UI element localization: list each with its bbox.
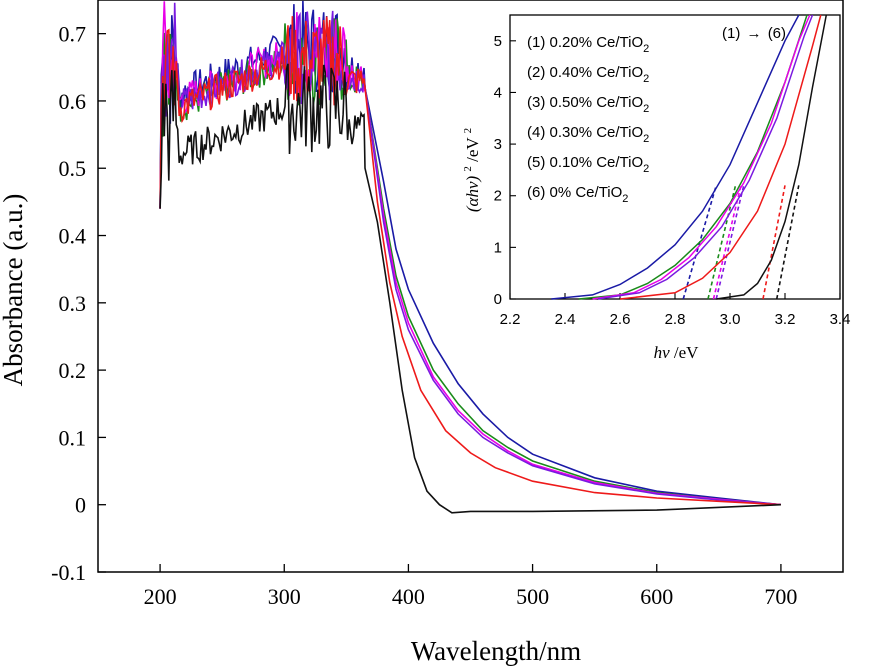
inset-x-title-unit: /eV [674, 343, 699, 362]
legend-label: 0.40% Ce/TiO [550, 64, 644, 81]
legend-subscript: 2 [622, 193, 628, 205]
y-tick-label: 0.5 [59, 156, 87, 181]
legend-label: 0% Ce/TiO [550, 184, 623, 201]
tauc-tangent-3 [712, 185, 742, 300]
tauc-series-2 [578, 14, 808, 300]
y-tick-label: 0.4 [59, 224, 87, 249]
main-axis-ticks: 200 300 400 500 600 700 -0.1 0 0.1 0.2 0.3 0.4 0.5 0.… [51, 22, 797, 609]
inset-y-title-sup: 2 [462, 166, 474, 172]
legend-number: (3) [527, 94, 550, 111]
inset-y-tick-label: 3 [494, 136, 502, 153]
inset-x-tick-label: 3.4 [830, 311, 851, 328]
inset-legend: (1) 0.20% Ce/TiO2(2) 0.40% Ce/TiO2(3) 0.… [527, 34, 649, 205]
legend-entry-4: (4) 0.30% Ce/TiO2 [527, 124, 649, 145]
inset-x-tick-label: 2.6 [610, 311, 631, 328]
tauc-tangent-4 [715, 185, 745, 300]
x-tick-label: 500 [516, 584, 549, 609]
x-tick-label: 300 [268, 584, 301, 609]
inset-y-tick-label: 1 [494, 239, 502, 256]
inset-y-tick-label: 4 [494, 84, 502, 101]
inset-annotation: (1) → (6) [722, 25, 786, 42]
y-tick-label: 0.1 [59, 425, 87, 450]
legend-number: (6) [527, 184, 550, 201]
legend-label: 0.50% Ce/TiO [550, 94, 644, 111]
legend-number: (2) [527, 64, 550, 81]
y-tick-label: 0.2 [59, 358, 87, 383]
inset-x-tick-label: 2.2 [500, 311, 521, 328]
annotation-arrow: → [747, 25, 762, 42]
tauc-tangent-5 [762, 185, 786, 300]
y-tick-label: 0 [75, 493, 86, 518]
main-plot-frame [97, 0, 844, 573]
legend-label: 0.30% Ce/TiO [550, 124, 644, 141]
inset-x-tick-label: 3.0 [720, 311, 741, 328]
main-y-axis-title: Absorbance (a.u.) [0, 194, 28, 387]
annotation-left: (1) [722, 25, 740, 42]
legend-entry-2: (2) 0.40% Ce/TiO2 [527, 64, 649, 85]
x-tick-label: 200 [144, 584, 177, 609]
legend-number: (1) [527, 34, 550, 51]
legend-entry-1: (1) 0.20% Ce/TiO2 [527, 34, 649, 55]
tauc-series-1 [551, 14, 800, 300]
inset-y-axis-title: (αhν) 2 /eV 2 [456, 128, 482, 212]
x-tick-label: 700 [764, 584, 797, 609]
legend-entry-3: (3) 0.50% Ce/TiO2 [527, 94, 649, 115]
y-tick-label: 0.7 [59, 22, 87, 47]
legend-subscript: 2 [643, 43, 649, 55]
inset-y-tick-label: 2 [494, 188, 502, 205]
y-tick-label: -0.1 [51, 560, 86, 585]
absorbance-series-6 [159, 63, 781, 514]
legend-subscript: 2 [643, 163, 649, 175]
inset-frame [509, 14, 841, 300]
legend-entry-6: (6) 0% Ce/TiO2 [527, 184, 628, 205]
inset-x-tick-label: 2.4 [555, 311, 576, 328]
tauc-series-4 [597, 14, 814, 300]
legend-label: 0.10% Ce/TiO [550, 154, 644, 171]
inset-y-title-main: (αhν) [463, 176, 482, 213]
inset-y-title-unit: /eV [463, 137, 482, 162]
legend-number: (4) [527, 124, 550, 141]
legend-number: (5) [527, 154, 550, 171]
annotation-right: (6) [768, 25, 786, 42]
inset-series-group [551, 14, 828, 300]
inset-y-title-unit-sup: 2 [462, 128, 474, 134]
tauc-tangent-6 [775, 185, 800, 300]
legend-entry-5: (5) 0.10% Ce/TiO2 [527, 154, 649, 175]
tauc-series-6 [716, 14, 828, 300]
legend-subscript: 2 [643, 103, 649, 115]
inset-y-tick-label: 5 [494, 33, 502, 50]
y-tick-label: 0.6 [59, 89, 87, 114]
legend-label: 0.20% Ce/TiO [550, 34, 644, 51]
inset-x-title-var: hν [654, 343, 671, 362]
inset-x-tick-label: 3.2 [775, 311, 796, 328]
x-tick-label: 400 [392, 584, 425, 609]
main-x-axis-title: Wavelength/nm [411, 636, 581, 666]
inset-x-axis-title: hν /eV [654, 343, 700, 362]
tauc-series-3 [592, 14, 811, 300]
inset-x-tick-label: 2.8 [665, 311, 686, 328]
legend-subscript: 2 [643, 133, 649, 145]
inset-y-tick-label: 0 [494, 291, 502, 308]
tauc-tangent-2 [707, 185, 737, 300]
main-series-group [159, 0, 781, 514]
x-tick-label: 600 [640, 584, 673, 609]
legend-subscript: 2 [643, 73, 649, 85]
y-tick-label: 0.3 [59, 291, 87, 316]
tauc-series-5 [619, 14, 822, 300]
